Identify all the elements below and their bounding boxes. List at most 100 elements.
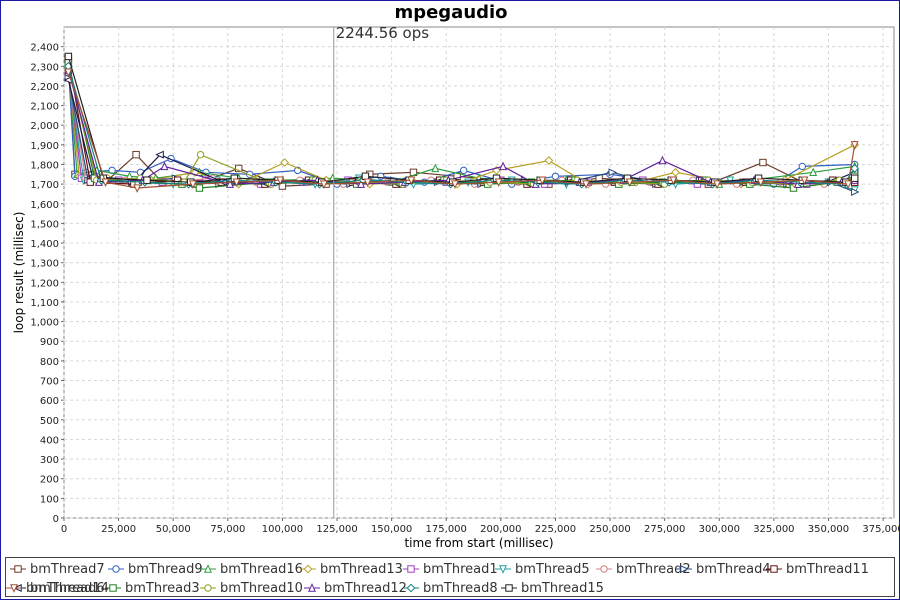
legend-item-bmThread10: bmThread10 [200, 579, 303, 597]
y-tick-label: 300 [40, 455, 59, 466]
legend-label: bmThread3 [125, 580, 200, 596]
legend-swatch [596, 565, 612, 573]
legend-swatch [403, 565, 419, 573]
y-tick-label: 1,100 [30, 298, 59, 309]
data-point-bmThread14 [538, 176, 547, 186]
data-point-bmThread12 [658, 155, 667, 165]
data-point-bmThread14 [188, 180, 197, 190]
legend-item-bmThread5: bmThread5 [495, 560, 590, 578]
legend-label: bmThread14 [26, 580, 109, 596]
legend-label: bmThread11 [786, 561, 869, 577]
y-tick-label: 800 [40, 357, 59, 368]
data-point-bmThread14 [133, 184, 142, 193]
legend-item-bmThread2: bmThread2 [596, 560, 691, 578]
legend-label: bmThread5 [515, 561, 590, 577]
y-tick-label: 1,800 [30, 160, 59, 171]
data-point-bmThread16 [431, 163, 440, 173]
data-point-bmThread14 [319, 180, 328, 190]
x-tick-label: 300,000 [699, 524, 740, 535]
y-tick-label: 900 [40, 337, 59, 348]
data-point-bmThread14 [713, 180, 722, 190]
legend-label: bmThread6 [30, 580, 105, 596]
data-point-bmThread14 [625, 178, 634, 188]
series-line-bmThread14 [67, 72, 856, 189]
x-tick-label: 200,000 [480, 524, 521, 535]
legend-swatch [304, 583, 320, 592]
legend-marker [10, 584, 18, 593]
legend-item-bmThread1: bmThread1 [403, 560, 498, 578]
data-point-bmThread13 [671, 167, 680, 177]
legend-item-bmThread4: bmThread4 [676, 560, 771, 578]
legend-swatch [10, 565, 26, 573]
data-point-bmThread4 [850, 187, 860, 196]
data-point-bmThread14 [844, 180, 853, 190]
data-point-bmThread13 [544, 156, 554, 165]
legend-swatch [501, 584, 517, 592]
x-tick-label: 25,000 [101, 524, 136, 535]
legend-label: bmThread9 [128, 561, 203, 577]
data-point-bmThread14 [363, 178, 372, 188]
legend-marker [204, 564, 212, 573]
data-point-bmThread14 [669, 176, 678, 186]
data-point-bmThread2 [165, 178, 173, 186]
legend-marker [505, 584, 513, 592]
y-tick-label: 200 [40, 475, 59, 486]
y-tick-label: 1,400 [30, 239, 59, 250]
x-tick-label: 175,000 [426, 524, 467, 535]
y-tick-label: 100 [40, 494, 59, 505]
legend-label: bmThread2 [616, 561, 691, 577]
y-tick-label: 2,000 [30, 121, 59, 132]
series-line-bmThread15 [67, 56, 855, 183]
data-point-bmThread12 [499, 161, 508, 171]
data-point-bmThread14 [494, 178, 503, 188]
legend-item-bmThread15: bmThread15 [501, 579, 604, 597]
legend-item-bmThread14: bmThread14 [6, 579, 109, 597]
legend-item-bmThread9: bmThread9 [108, 560, 203, 578]
data-point-bmThread9 [460, 166, 468, 175]
x-tick-label: 100,000 [262, 524, 303, 535]
y-tick-label: 1,600 [30, 200, 59, 211]
y-tick-label: 2,400 [30, 43, 59, 54]
legend-label: bmThread7 [30, 561, 105, 577]
legend-item-bmThread11: bmThread11 [766, 560, 869, 578]
legend-marker [112, 565, 120, 573]
legend-marker [600, 565, 608, 573]
legend: bmThread7 bmThread9 bmThread16 bmThread13 bm… [5, 557, 895, 597]
legend-marker [406, 583, 416, 593]
data-point-bmThread14 [64, 68, 73, 78]
legend-label: bmThread12 [324, 580, 407, 596]
legend-item-bmThread16: bmThread16 [200, 560, 303, 578]
y-tick-label: 1,700 [30, 180, 59, 191]
chart-title: mpegaudio [394, 2, 508, 23]
legend-marker [14, 565, 22, 573]
legend-swatch [495, 565, 511, 574]
y-tick-label: 2,100 [30, 102, 59, 113]
x-tick-label: 50,000 [156, 524, 191, 535]
plot-background [63, 26, 895, 519]
data-point-bmThread13 [280, 158, 290, 167]
legend-marker [407, 565, 415, 573]
legend-swatch [105, 584, 121, 592]
y-tick-label: 700 [40, 377, 59, 388]
data-point-bmThread9 [551, 172, 560, 180]
data-point-bmThread15 [850, 174, 859, 182]
y-tick-label: 1,300 [30, 259, 59, 270]
legend-marker [770, 565, 778, 573]
legend-label: bmThread8 [423, 580, 498, 596]
legend-item-bmThread3: bmThread3 [105, 579, 200, 597]
legend-swatch [200, 564, 216, 573]
legend-swatch [403, 583, 419, 593]
legend-swatch [6, 584, 22, 593]
data-point-bmThread9 [798, 162, 806, 171]
x-tick-label: 225,000 [535, 524, 576, 535]
x-tick-label: 325,000 [753, 524, 794, 535]
y-tick-label: 2,200 [30, 82, 59, 93]
y-tick-label: 1,200 [30, 278, 59, 289]
y-tick-label: 1,900 [30, 141, 59, 152]
data-point-bmThread11 [86, 178, 94, 186]
y-tick-label: 500 [40, 416, 59, 427]
legend-marker [204, 584, 212, 592]
x-tick-label: 250,000 [589, 524, 630, 535]
data-point-bmThread14 [101, 178, 110, 188]
data-point-bmThread14 [800, 176, 809, 186]
